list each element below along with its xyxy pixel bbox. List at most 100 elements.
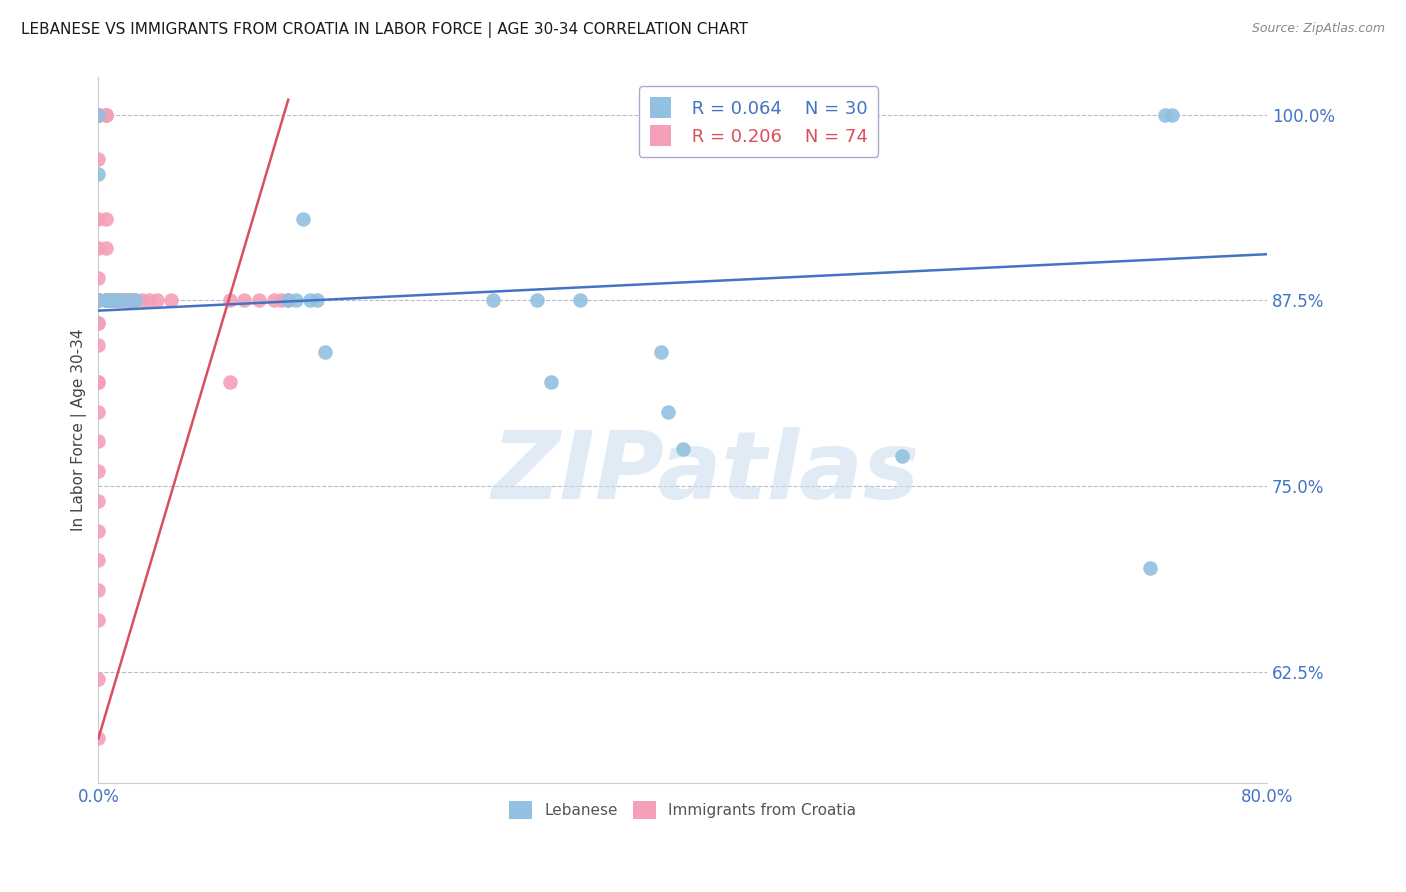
Point bbox=[94, 107, 117, 121]
Point bbox=[1153, 107, 1175, 121]
Point bbox=[87, 375, 110, 389]
Point bbox=[87, 293, 110, 308]
Point bbox=[218, 293, 240, 308]
Point bbox=[97, 293, 120, 308]
Point bbox=[672, 442, 695, 456]
Point bbox=[270, 293, 292, 308]
Point bbox=[247, 293, 270, 308]
Point bbox=[1161, 107, 1184, 121]
Point bbox=[94, 293, 117, 308]
Point bbox=[87, 582, 110, 597]
Point bbox=[87, 524, 110, 538]
Point bbox=[87, 375, 110, 389]
Point bbox=[98, 293, 121, 308]
Point bbox=[87, 241, 110, 255]
Point bbox=[87, 271, 110, 285]
Point bbox=[160, 293, 183, 308]
Point bbox=[218, 375, 240, 389]
Point bbox=[94, 293, 117, 308]
Point bbox=[87, 434, 110, 449]
Point bbox=[96, 293, 118, 308]
Point bbox=[87, 493, 110, 508]
Point bbox=[890, 449, 912, 463]
Point bbox=[87, 553, 110, 567]
Point bbox=[87, 293, 110, 308]
Point bbox=[569, 293, 592, 308]
Point bbox=[87, 152, 110, 166]
Point bbox=[97, 293, 120, 308]
Point bbox=[87, 107, 110, 121]
Text: LEBANESE VS IMMIGRANTS FROM CROATIA IN LABOR FORCE | AGE 30-34 CORRELATION CHART: LEBANESE VS IMMIGRANTS FROM CROATIA IN L… bbox=[21, 22, 748, 38]
Point bbox=[87, 316, 110, 330]
Point bbox=[103, 293, 125, 308]
Point bbox=[87, 211, 110, 226]
Point bbox=[87, 107, 110, 121]
Point bbox=[110, 293, 132, 308]
Point bbox=[94, 107, 117, 121]
Point bbox=[101, 293, 124, 308]
Point bbox=[124, 293, 146, 308]
Point bbox=[87, 613, 110, 627]
Point bbox=[118, 293, 141, 308]
Point bbox=[104, 293, 127, 308]
Point bbox=[110, 293, 132, 308]
Point bbox=[87, 293, 110, 308]
Point bbox=[87, 405, 110, 419]
Point bbox=[87, 107, 110, 121]
Point bbox=[299, 293, 322, 308]
Point bbox=[284, 293, 307, 308]
Point bbox=[277, 293, 299, 308]
Point bbox=[87, 293, 110, 308]
Legend: Lebanese, Immigrants from Croatia: Lebanese, Immigrants from Croatia bbox=[503, 795, 862, 825]
Point bbox=[87, 293, 110, 308]
Point bbox=[87, 107, 110, 121]
Point bbox=[117, 293, 139, 308]
Point bbox=[98, 293, 121, 308]
Point bbox=[117, 293, 139, 308]
Point bbox=[87, 107, 110, 121]
Point bbox=[87, 107, 110, 121]
Point bbox=[87, 293, 110, 308]
Point bbox=[87, 672, 110, 686]
Point bbox=[657, 405, 679, 419]
Point bbox=[87, 731, 110, 746]
Point bbox=[124, 293, 146, 308]
Point bbox=[138, 293, 160, 308]
Point bbox=[87, 464, 110, 478]
Point bbox=[121, 293, 143, 308]
Point bbox=[291, 211, 314, 226]
Point bbox=[94, 293, 117, 308]
Point bbox=[540, 375, 562, 389]
Point bbox=[87, 107, 110, 121]
Point bbox=[277, 293, 299, 308]
Point bbox=[94, 107, 117, 121]
Point bbox=[87, 316, 110, 330]
Point bbox=[526, 293, 548, 308]
Point bbox=[87, 107, 110, 121]
Point bbox=[146, 293, 169, 308]
Point bbox=[233, 293, 256, 308]
Point bbox=[87, 293, 110, 308]
Point bbox=[94, 241, 117, 255]
Text: ZIPatlas: ZIPatlas bbox=[492, 426, 920, 518]
Point bbox=[94, 211, 117, 226]
Point bbox=[105, 293, 128, 308]
Point bbox=[307, 293, 329, 308]
Point bbox=[650, 345, 672, 359]
Point bbox=[481, 293, 503, 308]
Point bbox=[131, 293, 153, 308]
Point bbox=[263, 293, 285, 308]
Point bbox=[314, 345, 336, 359]
Point bbox=[111, 293, 134, 308]
Text: Source: ZipAtlas.com: Source: ZipAtlas.com bbox=[1251, 22, 1385, 36]
Point bbox=[87, 293, 110, 308]
Point bbox=[87, 107, 110, 121]
Point bbox=[107, 293, 129, 308]
Point bbox=[94, 293, 117, 308]
Point bbox=[87, 107, 110, 121]
Point bbox=[87, 338, 110, 352]
Point bbox=[1139, 560, 1161, 574]
Point bbox=[87, 167, 110, 181]
Point bbox=[87, 293, 110, 308]
Point bbox=[96, 293, 118, 308]
